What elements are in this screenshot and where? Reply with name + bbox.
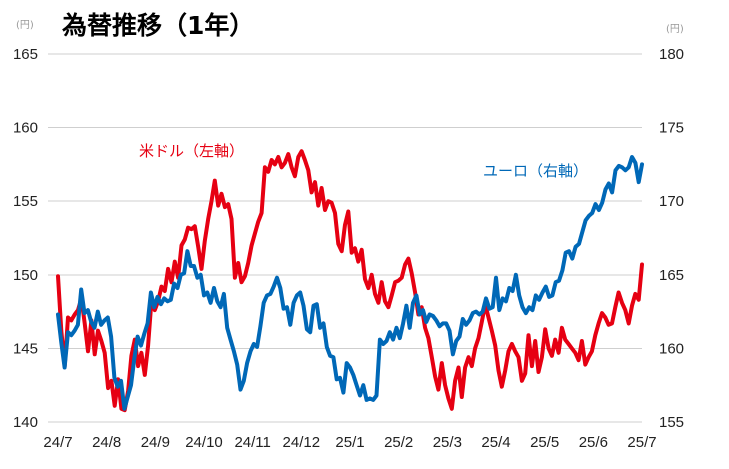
x-tick-label: 24/12 [283,434,321,451]
usd-series-label: 米ドル（左軸） [139,142,244,160]
left-tick-label: 160 [13,120,38,137]
left-tick-label: 155 [13,193,38,210]
x-tick-label: 25/3 [433,434,462,451]
left-axis-unit: (円) [16,20,34,31]
right-tick-label: 165 [659,267,684,284]
right-tick-label: 160 [659,340,684,357]
right-tick-label: 180 [659,46,684,63]
left-tick-label: 165 [13,46,38,63]
x-tick-label: 24/11 [234,434,270,451]
left-tick-label: 140 [13,414,38,431]
series-lines [56,149,644,413]
left-tick-label: 150 [13,267,38,284]
chart-title: 為替推移（1年） [62,11,254,40]
x-tick-label: 25/5 [530,434,559,451]
eur-series-label: ユーロ（右軸） [483,162,588,180]
right-axis-ticks: 155 160 165 170 175 180 [659,46,684,431]
x-tick-label: 25/7 [627,434,656,451]
right-tick-label: 155 [659,414,684,431]
x-tick-label: 25/2 [384,434,413,451]
x-axis-ticks: 24/7 24/8 24/9 24/10 24/11 24/12 25/1 25/2 25/3 2… [43,434,656,451]
eur-line [56,155,644,411]
left-axis-ticks: 140 145 150 155 160 165 [13,46,38,431]
right-tick-label: 175 [659,120,684,137]
left-tick-label: 145 [13,340,38,357]
x-tick-label: 25/6 [579,434,608,451]
x-tick-label: 25/4 [481,434,510,451]
x-tick-label: 24/10 [185,434,223,451]
x-tick-label: 25/1 [335,434,364,451]
x-tick-label: 24/8 [92,434,121,451]
right-axis-unit: (円) [666,24,684,35]
right-tick-label: 170 [659,193,684,210]
x-tick-label: 24/9 [141,434,170,451]
x-tick-label: 24/7 [43,434,72,451]
